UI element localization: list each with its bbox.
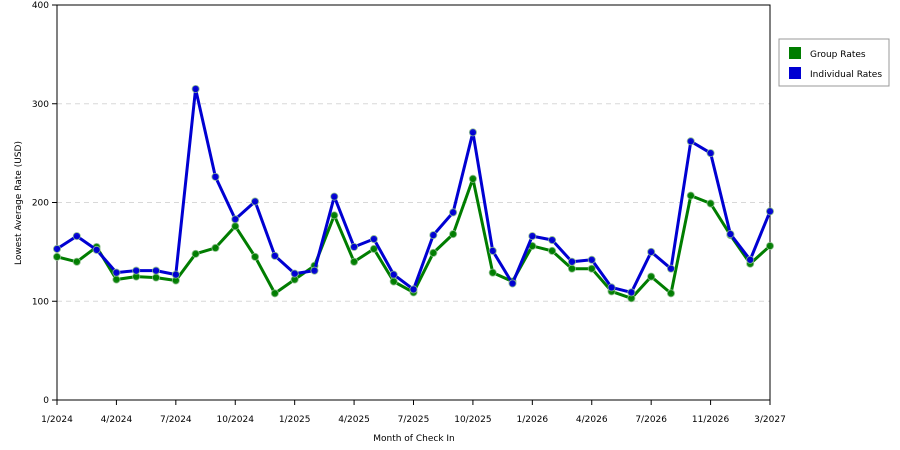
- x-tick-label: 7/2025: [398, 415, 430, 425]
- data-point-individual-rates: [548, 236, 557, 245]
- data-point-individual-rates: [171, 270, 180, 279]
- y-tick-label: 200: [32, 199, 49, 209]
- data-point-individual-rates: [409, 285, 418, 294]
- y-tick-label: 400: [32, 1, 49, 11]
- series-line-individual-rates: [56, 87, 772, 294]
- data-point-individual-rates: [350, 242, 359, 251]
- x-tick-label: 11/2026: [692, 415, 730, 425]
- data-point-group-rates: [251, 252, 260, 261]
- data-point-group-rates: [369, 244, 378, 253]
- data-point-group-rates: [211, 243, 220, 252]
- data-point-group-rates: [191, 249, 200, 258]
- data-point-individual-rates: [330, 192, 339, 201]
- data-point-individual-rates: [251, 197, 260, 206]
- data-point-individual-rates: [607, 283, 616, 292]
- data-point-individual-rates: [726, 230, 735, 239]
- y-tick-label: 300: [32, 100, 49, 110]
- legend-label-individual: Individual Rates: [810, 70, 882, 80]
- y-tick-label: 100: [32, 297, 49, 307]
- data-point-individual-rates: [270, 251, 279, 260]
- x-tick-label: 1/2025: [279, 415, 311, 425]
- data-point-individual-rates: [449, 208, 458, 217]
- x-axis-title: Month of Check In: [373, 434, 455, 444]
- x-tick-label: 10/2024: [217, 415, 255, 425]
- data-point-individual-rates: [468, 128, 477, 137]
- data-point-group-rates: [231, 222, 240, 231]
- data-point-group-rates: [152, 273, 161, 282]
- y-tick-label: 0: [43, 396, 49, 406]
- x-tick-label: 7/2026: [635, 415, 667, 425]
- data-point-individual-rates: [191, 84, 200, 93]
- data-point-individual-rates: [211, 172, 220, 181]
- x-tick-label: 4/2025: [338, 415, 370, 425]
- data-point-group-rates: [587, 264, 596, 273]
- data-point-group-rates: [567, 264, 576, 273]
- data-point-individual-rates: [112, 268, 121, 277]
- legend: Group Rates Individual Rates: [778, 38, 890, 87]
- data-point-group-rates: [112, 275, 121, 284]
- x-tick-label: 4/2026: [576, 415, 608, 425]
- series-lines: [53, 84, 775, 303]
- data-point-group-rates: [468, 174, 477, 183]
- data-point-group-rates: [389, 277, 398, 286]
- data-point-individual-rates: [706, 149, 715, 158]
- data-point-group-rates: [706, 199, 715, 208]
- data-point-individual-rates: [429, 231, 438, 240]
- data-point-individual-rates: [290, 269, 299, 278]
- data-point-individual-rates: [508, 279, 517, 288]
- data-point-individual-rates: [567, 257, 576, 266]
- data-point-group-rates: [548, 246, 557, 255]
- data-point-group-rates: [766, 241, 775, 250]
- data-point-individual-rates: [132, 266, 141, 275]
- data-point-individual-rates: [686, 137, 695, 146]
- data-point-individual-rates: [389, 270, 398, 279]
- data-point-individual-rates: [627, 288, 636, 297]
- data-point-individual-rates: [587, 255, 596, 264]
- data-point-individual-rates: [53, 244, 62, 253]
- legend-swatch-group: [789, 47, 801, 59]
- data-point-group-rates: [449, 230, 458, 239]
- x-tick-label: 7/2024: [160, 415, 192, 425]
- gridlines: [57, 103, 770, 302]
- data-point-individual-rates: [488, 246, 497, 255]
- x-tick-label: 1/2024: [41, 415, 73, 425]
- data-point-individual-rates: [766, 207, 775, 216]
- data-point-group-rates: [53, 252, 62, 261]
- x-tick-label: 4/2024: [101, 415, 133, 425]
- data-point-individual-rates: [152, 266, 161, 275]
- data-point-individual-rates: [310, 266, 319, 275]
- data-point-individual-rates: [746, 255, 755, 264]
- data-point-individual-rates: [72, 232, 81, 241]
- data-point-group-rates: [350, 257, 359, 266]
- data-point-group-rates: [647, 272, 656, 281]
- data-point-individual-rates: [231, 215, 240, 224]
- data-point-group-rates: [666, 289, 675, 298]
- data-point-group-rates: [488, 268, 497, 277]
- series-line-group-rates: [56, 177, 772, 300]
- data-point-group-rates: [429, 248, 438, 257]
- data-point-individual-rates: [528, 232, 537, 241]
- axes: 0 100 200 300 400 1/2024 4/2024 7/2024 10/2024 1/…: [32, 1, 786, 425]
- data-point-group-rates: [330, 211, 339, 220]
- x-tick-label: 3/2027: [754, 415, 786, 425]
- x-tick-label: 10/2025: [454, 415, 491, 425]
- x-tick-label: 1/2026: [516, 415, 548, 425]
- data-point-group-rates: [686, 191, 695, 200]
- legend-label-group: Group Rates: [810, 50, 866, 60]
- legend-swatch-individual: [789, 67, 801, 79]
- data-point-individual-rates: [647, 247, 656, 256]
- data-point-individual-rates: [666, 264, 675, 273]
- data-point-individual-rates: [369, 235, 378, 244]
- y-axis-title: Lowest Average Rate (USD): [14, 141, 24, 265]
- data-point-group-rates: [72, 257, 81, 266]
- data-point-group-rates: [270, 289, 279, 298]
- data-point-individual-rates: [92, 245, 101, 254]
